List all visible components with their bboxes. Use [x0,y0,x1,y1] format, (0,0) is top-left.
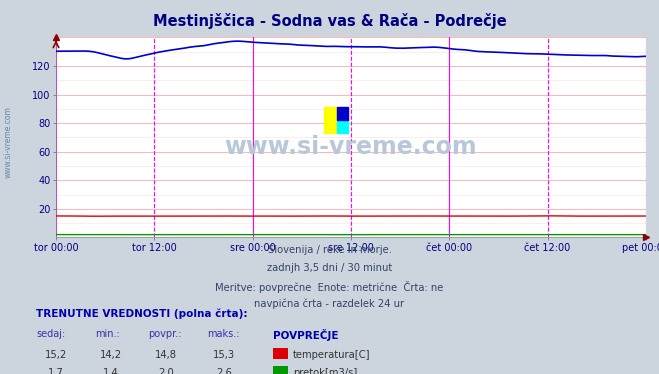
Bar [324,107,337,134]
Text: POVPREČJE: POVPREČJE [273,329,339,341]
Text: 15,3: 15,3 [213,350,235,360]
Text: temperatura[C]: temperatura[C] [293,350,371,360]
Text: zadnjh 3,5 dni / 30 minut: zadnjh 3,5 dni / 30 minut [267,263,392,273]
Text: maks.:: maks.: [208,329,240,339]
Text: 1,7: 1,7 [48,368,64,374]
Text: www.si-vreme.com: www.si-vreme.com [3,106,13,178]
Text: 1,4: 1,4 [103,368,119,374]
Text: pretok[m3/s]: pretok[m3/s] [293,368,357,374]
Text: Mestinjščica - Sodna vas & Rača - Podrečje: Mestinjščica - Sodna vas & Rača - Podreč… [153,13,506,29]
Text: povpr.:: povpr.: [148,329,182,339]
Text: sedaj:: sedaj: [36,329,65,339]
Bar [337,107,349,120]
Text: min.:: min.: [96,329,121,339]
Text: TRENUTNE VREDNOSTI (polna črta):: TRENUTNE VREDNOSTI (polna črta): [36,309,248,319]
Text: 2,0: 2,0 [158,368,174,374]
Text: www.si-vreme.com: www.si-vreme.com [225,135,477,159]
Text: 14,8: 14,8 [155,350,177,360]
Text: Meritve: povprečne  Enote: metrične  Črta: ne: Meritve: povprečne Enote: metrične Črta:… [215,281,444,293]
Text: navpična črta - razdelek 24 ur: navpična črta - razdelek 24 ur [254,299,405,309]
Text: Slovenija / reke in morje.: Slovenija / reke in morje. [268,245,391,255]
Text: 14,2: 14,2 [100,350,122,360]
Bar [337,120,349,134]
Text: 15,2: 15,2 [45,350,67,360]
Text: 2,6: 2,6 [216,368,232,374]
